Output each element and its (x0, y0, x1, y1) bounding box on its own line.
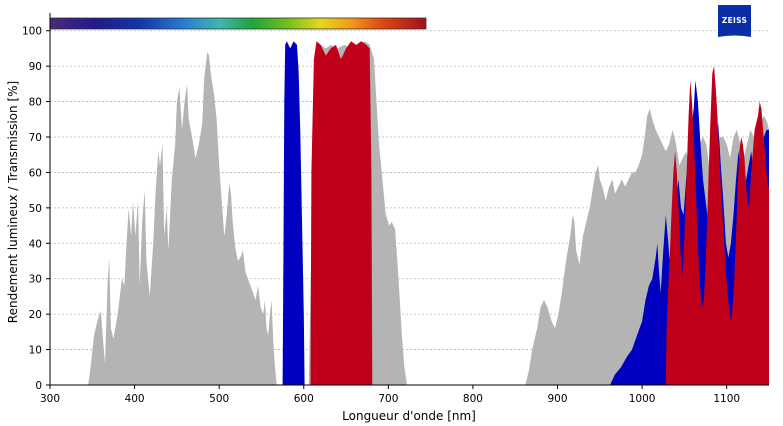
y-tick-label: 60 (29, 167, 42, 179)
x-tick-label: 900 (548, 393, 568, 405)
tick-labels: 0 10 20 30 40 50 60 70 80 90 100 300 400 500 600 700 800… (22, 26, 740, 405)
x-tick-label: 1100 (713, 393, 740, 405)
x-tick-label: 1000 (629, 393, 656, 405)
y-tick-label: 40 (29, 238, 42, 250)
y-tick-label: 50 (29, 203, 42, 215)
x-axis-title: Longueur d'onde [nm] (342, 409, 476, 423)
x-tick-label: 400 (125, 393, 145, 405)
y-tick-label: 20 (29, 309, 42, 321)
y-tick-label: 30 (29, 274, 42, 286)
x-tick-label: 800 (463, 393, 483, 405)
y-axis-title: Rendement lumineux / Transmission [%] (6, 81, 20, 323)
x-tick-label: 600 (294, 393, 314, 405)
plot-area: 0 10 20 30 40 50 60 70 80 90 100 300 400 500 600 700 800… (22, 13, 770, 405)
series-area-1 (88, 41, 770, 386)
axes (46, 13, 769, 389)
spectrum-bar (49, 17, 427, 30)
series-area-2 (282, 41, 769, 386)
zeiss-logo-shape (718, 5, 751, 37)
x-tick-label: 500 (209, 393, 229, 405)
y-tick-label: 100 (22, 26, 42, 38)
series-area-3 (310, 41, 769, 386)
x-tick-label: 300 (40, 393, 60, 405)
zeiss-logo-text: ZEISS (722, 16, 747, 25)
y-tick-label: 0 (35, 380, 42, 392)
x-tick-label: 700 (378, 393, 398, 405)
y-tick-label: 70 (29, 132, 42, 144)
y-tick-label: 80 (29, 97, 42, 109)
series-group (88, 41, 770, 386)
y-tick-label: 90 (29, 61, 42, 73)
zeiss-logo: ZEISS (718, 5, 751, 37)
y-tick-label: 10 (29, 345, 42, 357)
